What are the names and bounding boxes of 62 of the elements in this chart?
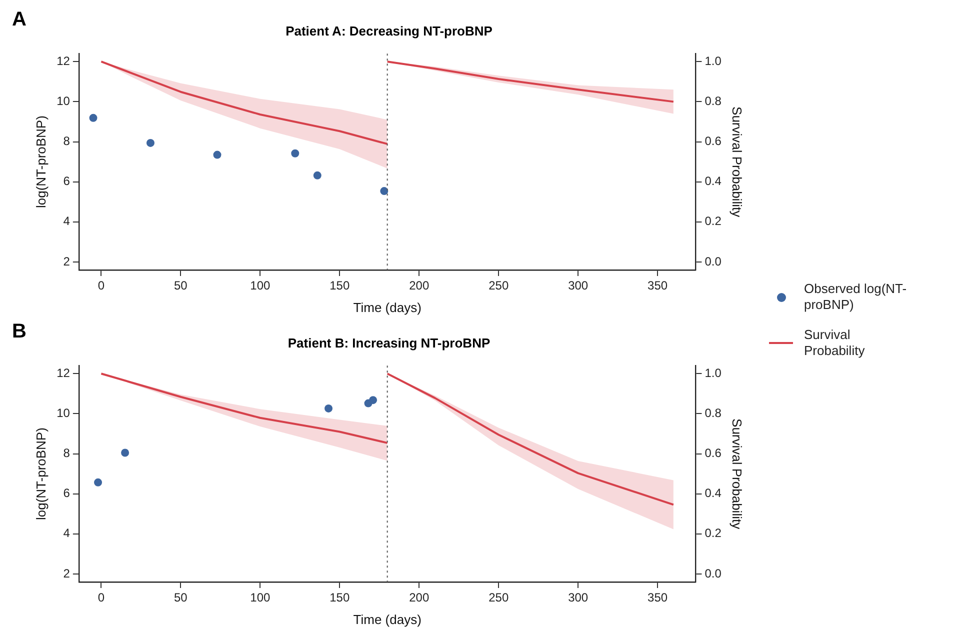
- y-axis-title: log(NT-proBNP): [33, 116, 48, 208]
- y2-tick-label: 0.4: [704, 174, 722, 188]
- y-tick-label: 2: [63, 254, 70, 268]
- y2-tick-label: 0.4: [704, 486, 722, 500]
- point: [313, 171, 322, 180]
- y-tick-label: 8: [63, 446, 70, 460]
- legend-label: Survival Probability: [804, 327, 866, 359]
- point: [89, 114, 98, 122]
- point: [146, 138, 154, 147]
- y-tick-label: 6: [63, 174, 70, 188]
- text: A: [12, 8, 26, 31]
- y-tick-label: 4: [63, 214, 70, 228]
- chart-title: Patient A: Decreasing NT-proBNP: [286, 23, 493, 38]
- x-tick-label: 0: [98, 278, 105, 293]
- point: [121, 448, 130, 457]
- point: [324, 404, 333, 412]
- y-tick-label: 8: [63, 134, 70, 148]
- point: [213, 150, 222, 159]
- y2-tick-label: 0.6: [704, 446, 722, 460]
- x-tick-label: 50: [174, 590, 188, 605]
- y2-axis-title: Survival Probability: [730, 418, 745, 530]
- point: [291, 149, 300, 158]
- x-tick-label: 300: [568, 278, 588, 293]
- y2-tick-label: 0.0: [704, 254, 722, 268]
- x-tick-label: 350: [648, 278, 668, 293]
- x-tick-label: 0: [98, 590, 105, 605]
- legend-label: Observed log(NT-proBNP): [804, 281, 908, 313]
- x-tick-label: 350: [648, 590, 668, 605]
- text: B: [12, 320, 26, 343]
- x-axis-title: Time (days): [353, 300, 422, 315]
- y2-tick-label: 0.2: [704, 214, 722, 228]
- x-tick-label: 200: [409, 590, 430, 605]
- x-tick-label: 250: [488, 278, 509, 293]
- x-tick-label: 300: [568, 590, 588, 605]
- y-tick-label: 2: [63, 566, 70, 580]
- y-tick-label: 10: [56, 94, 70, 108]
- y2-tick-label: 1.0: [704, 366, 722, 380]
- y-tick-label: 6: [63, 486, 70, 500]
- y2-tick-label: 0.0: [704, 566, 722, 580]
- x-tick-label: 200: [409, 278, 430, 293]
- x-tick-label: 50: [174, 278, 188, 293]
- y-tick-label: 10: [56, 406, 70, 420]
- y-tick-label: 4: [63, 526, 70, 540]
- chart-title: Patient B: Increasing NT-proBNP: [288, 335, 490, 350]
- x-axis-title: Time (days): [353, 612, 422, 627]
- point: [380, 187, 388, 196]
- x-tick-label: 250: [488, 590, 509, 605]
- y2-tick-label: 1.0: [704, 54, 722, 68]
- y2-tick-label: 0.8: [704, 94, 722, 108]
- y-tick-label: 12: [56, 366, 70, 380]
- x-tick-label: 150: [330, 590, 350, 605]
- x-tick-label: 100: [250, 590, 270, 605]
- x-tick-label: 100: [250, 278, 270, 293]
- y2-tick-label: 0.6: [704, 134, 722, 148]
- y2-axis-title: Survival Probability: [730, 106, 745, 218]
- y-axis-title: log(NT-proBNP): [33, 428, 48, 520]
- y-tick-label: 12: [56, 54, 70, 68]
- point: [369, 396, 378, 404]
- y2-tick-label: 0.8: [704, 406, 722, 420]
- x-tick-label: 150: [330, 278, 350, 293]
- y2-tick-label: 0.2: [704, 526, 722, 540]
- point: [94, 478, 102, 486]
